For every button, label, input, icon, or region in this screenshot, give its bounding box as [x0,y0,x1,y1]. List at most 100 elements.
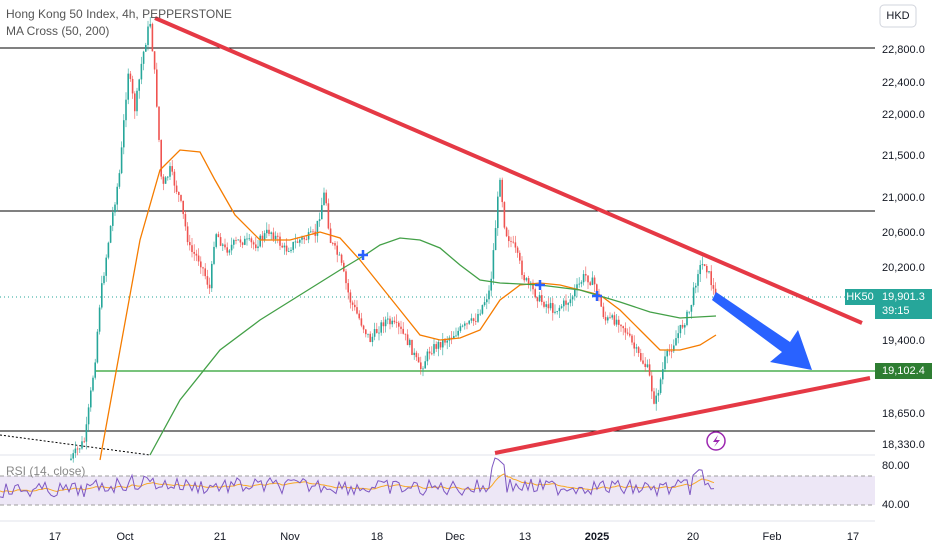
time-label: Feb [763,531,782,543]
price-label: 22,800.0 [882,44,925,56]
candle [244,238,246,245]
candle [582,274,585,283]
candle [252,242,255,245]
candle [514,242,517,248]
candle [191,245,193,252]
candle [107,242,110,258]
candle [76,448,79,450]
candle [664,356,666,370]
currency[interactable]: HKD [886,10,909,22]
candle [479,313,481,315]
candle [206,276,209,285]
candle [294,241,297,243]
candle [215,234,217,247]
candle [400,326,402,329]
candle [552,303,554,313]
price-badge [875,289,932,319]
candle [136,90,138,112]
candle [307,232,310,240]
candle [695,285,697,288]
price-label: 20,600.0 [882,227,925,239]
indicator: MA Cross (50, 200) [6,24,109,38]
candle [497,196,499,229]
candle [580,282,583,284]
candle [457,330,459,336]
candle [675,338,677,346]
candle [609,317,611,319]
candle [684,325,686,328]
candle [576,284,578,290]
candle [226,247,228,253]
candle [125,99,127,121]
candle [140,63,143,80]
candle [323,192,325,206]
candle [134,93,136,112]
candle [547,304,550,309]
candle [633,342,635,349]
candle [235,239,237,241]
candle [648,364,651,376]
candle [296,241,299,243]
price-label: 18,330.0 [882,439,925,451]
candle [710,271,712,286]
candle [248,238,250,240]
candle [701,264,704,266]
candle [706,265,708,273]
candle [186,226,189,243]
cross [358,250,368,260]
candle [116,186,118,205]
candle [464,323,466,326]
candle [389,318,391,325]
candle [637,347,640,354]
candle [668,350,671,352]
candle [626,332,629,334]
candle [596,284,598,294]
candle [153,51,156,70]
candle [508,236,510,242]
candle [81,441,83,449]
candle [494,228,497,251]
candle [545,304,547,307]
candle [169,166,171,177]
candle [230,244,233,251]
candle [263,233,266,240]
candle [233,239,235,245]
trend-line-lower [494,376,871,455]
candle [437,341,440,349]
candle [523,275,525,281]
candle [420,362,422,370]
candle [208,284,211,289]
candle [334,243,336,246]
candle [516,247,519,253]
candle [85,424,88,442]
candle [481,305,484,314]
candle [470,318,473,321]
candle [567,303,569,305]
candle [560,306,563,308]
candle [461,325,464,327]
candle [178,191,180,195]
candle [521,260,523,276]
candle [301,237,303,240]
candle [255,244,257,249]
candle [354,304,356,308]
candle [662,369,664,380]
candle [422,368,424,370]
time-label: 18 [371,531,383,543]
candle [131,78,134,94]
candle [442,339,444,348]
candle [336,245,338,255]
candle [681,324,684,328]
candle [444,339,446,343]
candle [384,319,387,327]
candle [404,333,407,335]
candle [657,392,660,396]
candle [312,231,314,233]
candle [651,375,653,392]
candle [499,179,501,197]
candle [356,307,358,314]
currency-button[interactable] [879,4,917,28]
time-label: Dec [445,531,465,543]
